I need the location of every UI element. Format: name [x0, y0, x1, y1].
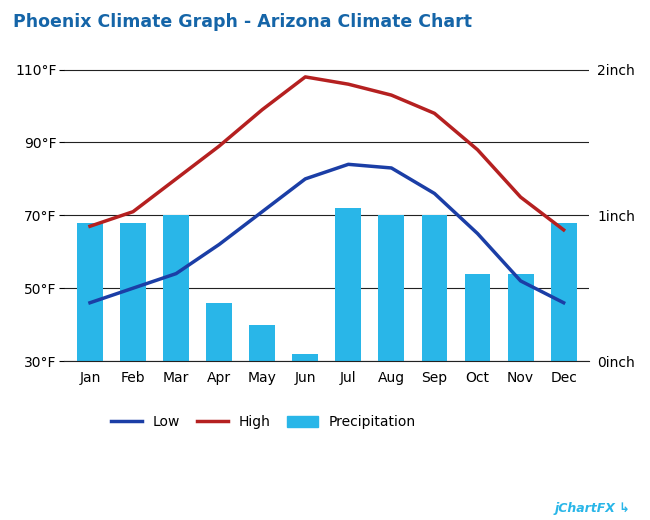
Low — [430, 190, 438, 197]
Low — [344, 161, 352, 167]
Low — [86, 300, 94, 306]
Low — [387, 165, 395, 171]
Text: Phoenix Climate Graph - Arizona Climate Chart: Phoenix Climate Graph - Arizona Climate … — [13, 13, 472, 31]
Low — [517, 278, 525, 284]
Low — [215, 241, 223, 248]
Low — [129, 285, 137, 291]
High — [517, 194, 525, 200]
High — [430, 110, 438, 116]
Low — [302, 176, 309, 182]
Line: Low: Low — [90, 164, 564, 303]
High — [215, 143, 223, 149]
Bar — [335, 208, 361, 361]
Bar — [551, 223, 577, 361]
Text: jChartFX ↳: jChartFX ↳ — [554, 502, 630, 515]
Low — [474, 230, 482, 237]
High — [387, 92, 395, 98]
High — [560, 227, 567, 233]
Line: High: High — [90, 77, 564, 230]
Bar — [422, 215, 447, 361]
Bar — [378, 215, 404, 361]
High — [86, 223, 94, 229]
Low — [560, 300, 567, 306]
Bar — [77, 223, 103, 361]
Bar — [163, 215, 189, 361]
Bar — [120, 223, 146, 361]
High — [258, 107, 266, 113]
Bar — [250, 324, 275, 361]
Bar — [292, 354, 318, 361]
High — [172, 176, 180, 182]
Low — [172, 270, 180, 277]
High — [302, 74, 309, 80]
Bar — [465, 274, 491, 361]
Legend: Low, High, Precipitation: Low, High, Precipitation — [106, 409, 422, 435]
Bar — [206, 303, 232, 361]
High — [129, 209, 137, 215]
Bar — [508, 274, 534, 361]
Low — [258, 209, 266, 215]
High — [474, 147, 482, 153]
High — [344, 81, 352, 87]
